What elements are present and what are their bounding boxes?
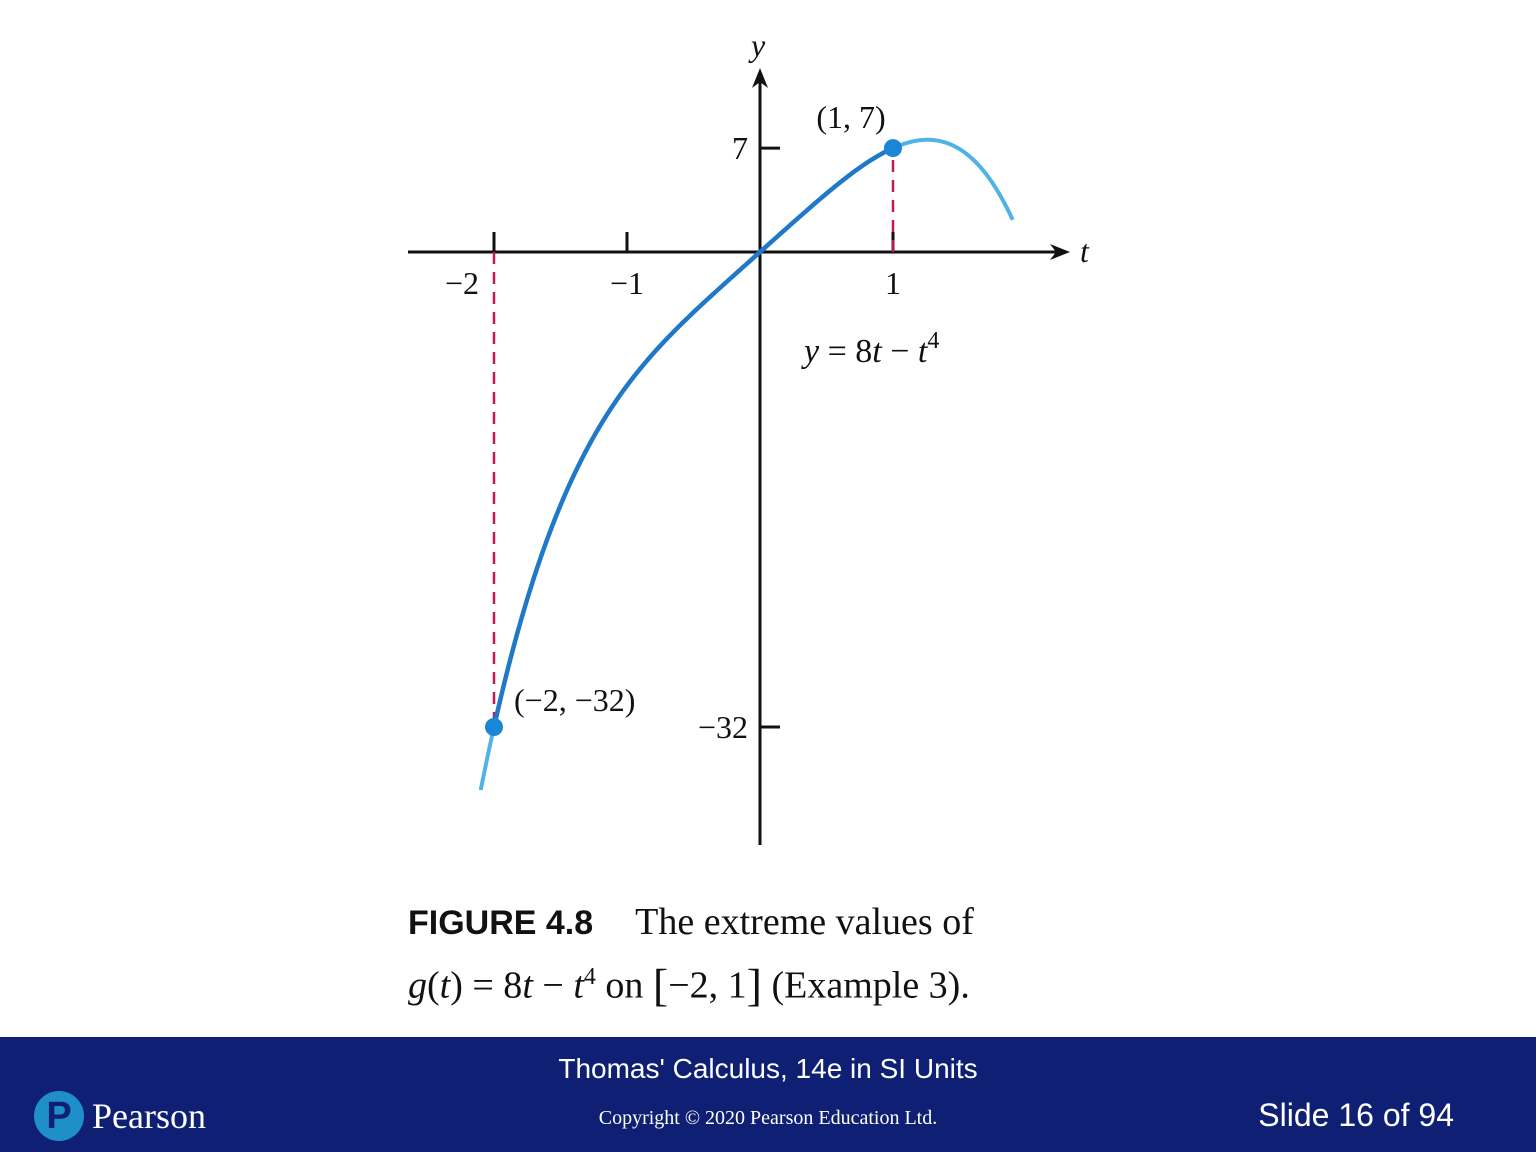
x-tick-label: −2 [445, 265, 479, 301]
left-bracket: [ [652, 959, 669, 1011]
curve-right-extension [892, 137, 1015, 221]
caption-t: t [522, 964, 533, 1007]
caption-t2: t [573, 964, 584, 1007]
extreme-point [884, 139, 902, 158]
caption-interval: −2, 1 [668, 964, 747, 1007]
caption-text: The extreme values of [635, 901, 974, 943]
curve-left-extension [478, 726, 496, 791]
slide-number: Slide 16 of 94 [1258, 1097, 1454, 1133]
pearson-wordmark: Pearson [92, 1096, 206, 1136]
figure-number: FIGURE 4.8 [408, 904, 594, 942]
figure-caption: FIGURE 4.8 The extreme values of g(t) = 8… [408, 896, 1308, 1014]
caption-g: g [408, 964, 427, 1007]
curve-main [491, 146, 894, 728]
point-label-min: (−2, −32) [514, 682, 635, 718]
pearson-p-icon: P [34, 1091, 84, 1141]
caption-on: on [595, 964, 653, 1007]
extreme-point [485, 718, 503, 736]
point-label-max: (1, 7) [816, 99, 885, 135]
book-title: Thomas' Calculus, 14e in SI Units [558, 1053, 978, 1084]
y-axis-arrow-icon [752, 68, 768, 88]
copyright: Copyright © 2020 Pearson Education Ltd. [598, 1107, 938, 1129]
y-axis-label: y [748, 27, 766, 63]
caption-line-1: FIGURE 4.8 The extreme values of [408, 896, 1308, 949]
caption-minus: − [532, 964, 574, 1007]
function-graph: t y −2 −1 1 7 −32 (1, 7) (−2, −32) y = 8t − t4 [408, 27, 1090, 845]
curve-equation-label: y = 8t − t4 [801, 328, 939, 370]
caption-exponent: 4 [583, 964, 596, 990]
caption-t-arg: t [439, 964, 451, 1007]
pearson-logo: P Pearson [34, 1089, 206, 1143]
x-axis-label: t [1080, 233, 1090, 269]
caption-line-2: g(t) = 8t − t4 on [−2, 1] (Example 3). [408, 959, 970, 1011]
y-tick-label: −32 [698, 709, 748, 745]
slide-footer: P Pearson Thomas' Calculus, 14e in SI Un… [0, 1037, 1536, 1152]
x-tick-label: −1 [610, 265, 644, 301]
x-tick-label: 1 [885, 265, 901, 301]
y-tick-label: 7 [732, 130, 748, 166]
caption-eq: = 8 [462, 964, 523, 1007]
right-bracket: ] [746, 959, 762, 1011]
caption-example: (Example 3). [761, 964, 970, 1007]
x-axis-arrow-icon [1050, 244, 1070, 260]
